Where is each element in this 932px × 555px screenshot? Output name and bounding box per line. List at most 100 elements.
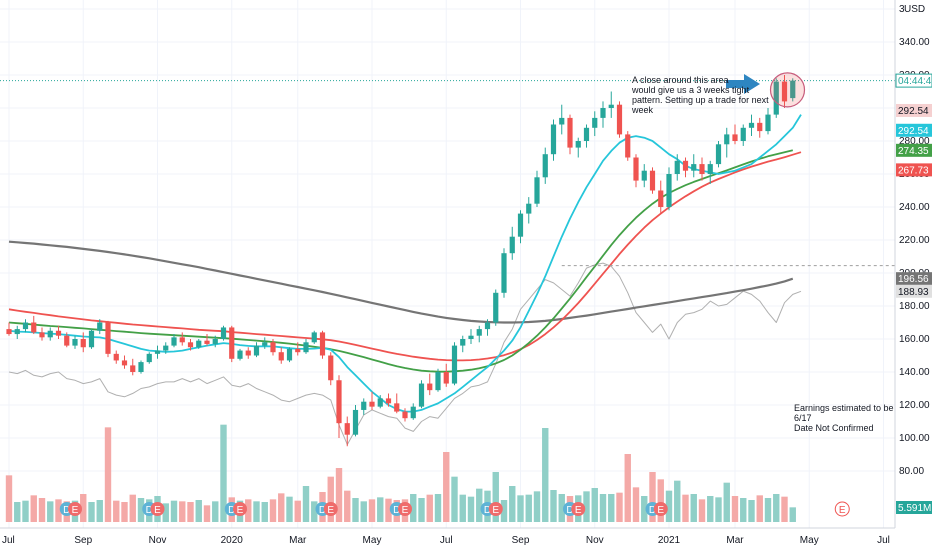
price-tick-label: 140.00 bbox=[899, 367, 930, 378]
candle bbox=[427, 373, 433, 396]
candle bbox=[468, 329, 474, 344]
earnings-badge[interactable]: E bbox=[233, 502, 247, 516]
candle-body bbox=[699, 164, 705, 174]
candle-body bbox=[691, 164, 697, 171]
candle-body bbox=[517, 213, 524, 237]
volume-bar bbox=[410, 494, 417, 522]
candle-body bbox=[781, 81, 788, 102]
volume-bar bbox=[352, 498, 359, 522]
price-tick-label: 340.00 bbox=[899, 37, 930, 48]
candle-body bbox=[361, 401, 367, 410]
candle bbox=[765, 108, 771, 135]
volume-bar bbox=[14, 502, 21, 522]
candle bbox=[262, 337, 268, 349]
price-label-bg bbox=[896, 103, 932, 117]
candle-body bbox=[319, 332, 326, 356]
setup-note-line-1: A close around this area bbox=[632, 75, 729, 85]
candle bbox=[229, 325, 235, 363]
candle bbox=[451, 342, 458, 386]
volume-bar bbox=[500, 500, 508, 522]
candle bbox=[237, 348, 243, 361]
volume-bar bbox=[22, 500, 29, 522]
candle bbox=[773, 78, 779, 118]
earnings-badge[interactable]: E bbox=[571, 502, 586, 516]
candle-body bbox=[427, 383, 433, 391]
price-label-bg bbox=[896, 123, 932, 137]
earnings-badge[interactable]: E bbox=[398, 502, 412, 516]
volume-bar bbox=[121, 502, 128, 522]
candle bbox=[154, 345, 161, 359]
candle bbox=[278, 347, 284, 364]
earnings-badge[interactable]: E bbox=[68, 502, 82, 516]
price-label: 267.73 bbox=[896, 163, 932, 177]
price-axis: 80.00100.00120.00140.00160.00180.00200.0… bbox=[894, 0, 932, 528]
time-axis-bg bbox=[0, 528, 932, 550]
earnings-badge[interactable]: E bbox=[653, 502, 668, 516]
volume-bar bbox=[253, 501, 260, 522]
candle-body bbox=[790, 80, 796, 99]
candle bbox=[121, 355, 128, 369]
arrow-right-icon bbox=[726, 74, 760, 94]
earnings-badge[interactable]: E bbox=[834, 501, 850, 517]
volume-bar bbox=[476, 488, 483, 522]
candle-body bbox=[344, 423, 350, 435]
time-tick-label: May bbox=[363, 535, 382, 546]
volume-bar bbox=[443, 452, 450, 522]
candle-body bbox=[229, 327, 235, 359]
candle-body bbox=[336, 380, 342, 424]
price-axis-bg bbox=[895, 0, 932, 528]
candle-body bbox=[616, 104, 623, 135]
candle-body bbox=[237, 350, 243, 359]
candle bbox=[303, 339, 309, 354]
volume-bar bbox=[509, 486, 516, 522]
candle-body bbox=[724, 134, 730, 145]
earnings-badge[interactable]: E bbox=[150, 502, 165, 516]
volume-bar bbox=[789, 507, 796, 522]
volume-bar bbox=[682, 494, 689, 522]
earnings-badge[interactable]: E bbox=[323, 502, 338, 516]
candle bbox=[47, 327, 53, 341]
candle bbox=[187, 339, 194, 351]
volume-bar bbox=[533, 491, 541, 522]
badge-circle bbox=[233, 502, 247, 516]
volume-bar bbox=[80, 494, 87, 522]
badge-letter: D bbox=[319, 505, 326, 516]
price-label-bg bbox=[895, 73, 932, 88]
volume-bar bbox=[550, 490, 557, 522]
candle-body bbox=[402, 411, 408, 419]
time-tick-label: Jul bbox=[877, 535, 890, 546]
candle-body bbox=[385, 398, 392, 404]
time-tick-label: Nov bbox=[586, 535, 604, 546]
candle-body bbox=[171, 337, 177, 346]
volume-bar bbox=[781, 496, 788, 522]
candle bbox=[435, 368, 441, 392]
setup-note: A close around this area would give us a… bbox=[632, 75, 782, 115]
candle-body bbox=[105, 322, 111, 354]
badge-circle bbox=[150, 502, 165, 516]
candle bbox=[501, 248, 507, 298]
volume-bar bbox=[179, 501, 186, 522]
badge-letter: D bbox=[393, 505, 400, 516]
badge-letter: E bbox=[839, 505, 846, 516]
volume-bar bbox=[104, 427, 112, 522]
candle bbox=[699, 157, 705, 181]
candle bbox=[31, 315, 37, 335]
candle bbox=[105, 320, 111, 358]
candle-body bbox=[757, 122, 763, 132]
candle bbox=[286, 347, 293, 363]
candle-body bbox=[674, 160, 680, 174]
candle bbox=[542, 147, 548, 184]
time-tick-label: Mar bbox=[289, 535, 307, 546]
earnings-badge[interactable]: E bbox=[488, 502, 503, 516]
volume-bar bbox=[261, 502, 268, 522]
badge-circle bbox=[323, 502, 338, 516]
candle-body bbox=[245, 350, 251, 356]
candle bbox=[476, 325, 482, 343]
price-tick-label: 160.00 bbox=[899, 334, 930, 345]
candle bbox=[336, 375, 342, 438]
volume-bar bbox=[187, 502, 194, 522]
candle-body bbox=[253, 345, 260, 356]
candle-body bbox=[22, 322, 29, 330]
candle bbox=[658, 180, 664, 214]
